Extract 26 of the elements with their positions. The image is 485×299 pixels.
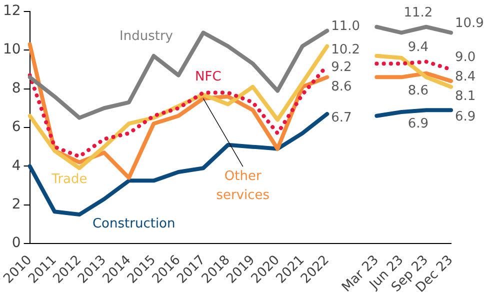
- data-label: 6.7: [331, 110, 352, 126]
- y-tick-label: 0: [12, 235, 21, 252]
- y-tick-label: 4: [12, 158, 21, 174]
- data-label: 10.9: [455, 16, 484, 32]
- series-label: Construction: [92, 216, 176, 232]
- data-label: 6.9: [455, 109, 476, 124]
- y-tick-label: 2: [12, 196, 21, 213]
- y-tick-label: 12: [2, 3, 21, 20]
- data-label: 8.1: [455, 89, 476, 104]
- series-label: Industry: [120, 28, 174, 44]
- data-label: 11.2: [404, 5, 433, 20]
- data-label: 8.6: [408, 84, 429, 99]
- data-label: 9.0: [455, 50, 476, 65]
- series-label: Other services: [216, 168, 270, 203]
- series-label: NFC: [195, 70, 222, 85]
- series-label: Trade: [50, 172, 88, 188]
- data-label: 10.2: [331, 42, 360, 58]
- y-tick-label: 10: [2, 42, 21, 58]
- y-tick-label: 8: [12, 80, 21, 96]
- data-label: 11.0: [331, 19, 360, 34]
- data-label: 8.6: [331, 80, 352, 95]
- data-label: 8.4: [455, 69, 476, 84]
- y-tick-label: 6: [12, 119, 21, 136]
- data-label: 9.2: [331, 60, 352, 75]
- data-label: 9.4: [408, 40, 429, 56]
- data-label: 6.9: [408, 116, 429, 132]
